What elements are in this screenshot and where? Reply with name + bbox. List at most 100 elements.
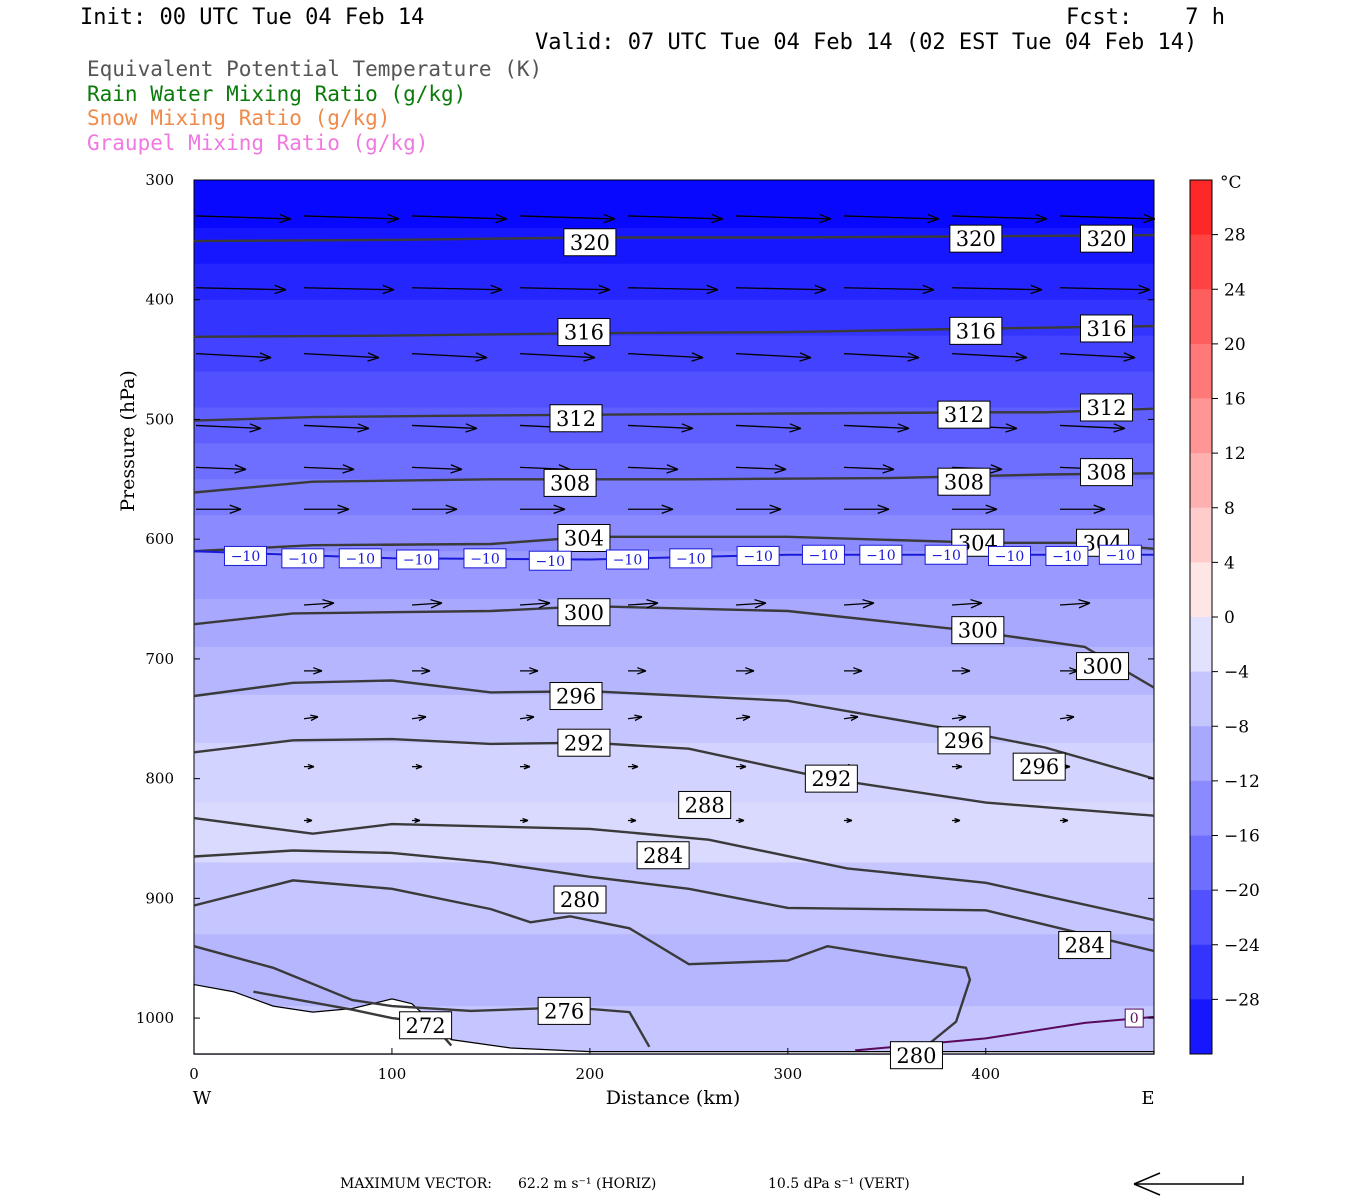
theta-e-label-box [563, 228, 617, 257]
shade-band [194, 180, 1154, 229]
wind-vector [196, 504, 242, 514]
wind-vector [952, 817, 961, 824]
theta-e-label-box [937, 467, 991, 496]
theta-e-contour-284 [193, 849, 1155, 953]
wind-vector [627, 213, 724, 224]
wind-vector [195, 352, 272, 362]
wind-vector [412, 817, 421, 824]
wind-vector [627, 599, 659, 609]
isotherm-label-box [396, 549, 440, 570]
colorbar-segment [1190, 780, 1212, 836]
colorbar-tick-label: 24 [1224, 280, 1246, 300]
theta-e-label-box [553, 885, 607, 914]
wind-vector [304, 817, 313, 824]
init-time: Init: 00 UTC Tue 04 Feb 14 [80, 5, 425, 30]
theta-e-label-box [1076, 652, 1130, 681]
wind-vector [411, 423, 478, 433]
theta-e-label-box [549, 404, 603, 433]
isotherm-label-box [463, 548, 507, 569]
theta-e-label: 320 [570, 231, 610, 255]
theta-e-label: 292 [564, 731, 604, 755]
theta-e-label: 316 [1086, 317, 1126, 341]
colorbar-tick-label: 28 [1224, 226, 1246, 246]
shade-band [194, 934, 1154, 1008]
wind-vector [520, 817, 529, 824]
theta-e-label-box [557, 523, 611, 552]
theta-e-label-box [557, 728, 611, 757]
colorbar-segment [1190, 726, 1212, 782]
legend-field-0: Equivalent Potential Temperature (K) [87, 57, 543, 81]
theta-e-label-box [949, 316, 1003, 345]
valid-time: Valid: 07 UTC Tue 04 Feb 14 (02 EST Tue … [535, 30, 1198, 55]
wind-vector [519, 284, 611, 295]
shade-band [194, 263, 1154, 301]
wind-vector [843, 213, 940, 224]
wind-vector [628, 504, 674, 514]
wind-vector [735, 213, 832, 224]
wind-vector [411, 599, 443, 609]
theta-e-label: 292 [811, 767, 851, 791]
colorbar-tick-label: 4 [1224, 553, 1235, 573]
isotherm-label: −10 [613, 553, 643, 569]
legend-field-1: Rain Water Mixing Ratio (g/kg) [87, 81, 467, 106]
wind-vector [951, 352, 1028, 362]
shade-band [194, 862, 1154, 936]
wind-vector [304, 667, 323, 675]
wind-vector [844, 504, 890, 514]
isotherm-label-box [528, 550, 572, 571]
theta-e-label-box [889, 1041, 943, 1070]
theta-e-contour-304 [193, 535, 1155, 553]
shade-band [194, 299, 1154, 337]
x-tick-label: 200 [576, 1065, 605, 1083]
theta-e-label-box [1079, 314, 1133, 343]
wind-vector [412, 667, 431, 675]
wind-vector [736, 763, 747, 770]
max-vector-label: MAXIMUM VECTOR: [340, 1176, 492, 1192]
theta-e-label-box [399, 1011, 453, 1040]
x-tick-label: 0 [189, 1065, 199, 1083]
shade-band [194, 694, 1154, 744]
wind-vector [843, 352, 920, 362]
wind-vector [627, 352, 704, 362]
colorbar-segment [1190, 507, 1212, 563]
wind-vector [1059, 213, 1156, 224]
colorbar-segment [1190, 234, 1212, 290]
colorbar-tick-label: −4 [1224, 663, 1249, 683]
y-tick-label: 500 [145, 410, 174, 428]
colorbar-segment [1190, 835, 1212, 891]
theta-e-label: 300 [564, 601, 604, 625]
wind-vector [952, 504, 998, 514]
wind-vector [195, 423, 262, 433]
theta-e-label-box [549, 682, 603, 711]
isotherm-label: −10 [536, 554, 566, 570]
y-tick-label: 900 [145, 889, 174, 907]
colorbar-tick-label: 8 [1224, 499, 1235, 519]
wind-vector [627, 423, 694, 433]
wind-vector [951, 213, 1048, 224]
shade-band [194, 227, 1154, 265]
wind-vector [735, 423, 802, 433]
colorbar-segment [1190, 617, 1212, 673]
theta-e-label-box [1079, 393, 1133, 422]
wind-vector [411, 464, 463, 474]
isotherm-label-box [669, 548, 713, 569]
wind-vector [412, 504, 458, 514]
wind-vector [519, 352, 596, 362]
wind-vector [411, 284, 503, 295]
colorbar-tick-label: 20 [1224, 335, 1246, 355]
wind-vector [736, 817, 745, 824]
wind-vector [844, 817, 853, 824]
theta-e-label: 272 [406, 1014, 446, 1038]
forecast-hour: Fcst: 7 h [1066, 5, 1225, 30]
wind-vector [411, 714, 427, 722]
theta-e-label-box [1058, 931, 1112, 960]
wind-vector [843, 714, 859, 722]
wind-vector [304, 504, 350, 514]
wind-vector [1059, 714, 1075, 722]
west-label: W [193, 1088, 212, 1109]
theta-e-label-box [951, 616, 1005, 645]
wind-vector [303, 599, 335, 609]
east-label: E [1141, 1088, 1154, 1109]
theta-e-label-box [804, 764, 858, 793]
